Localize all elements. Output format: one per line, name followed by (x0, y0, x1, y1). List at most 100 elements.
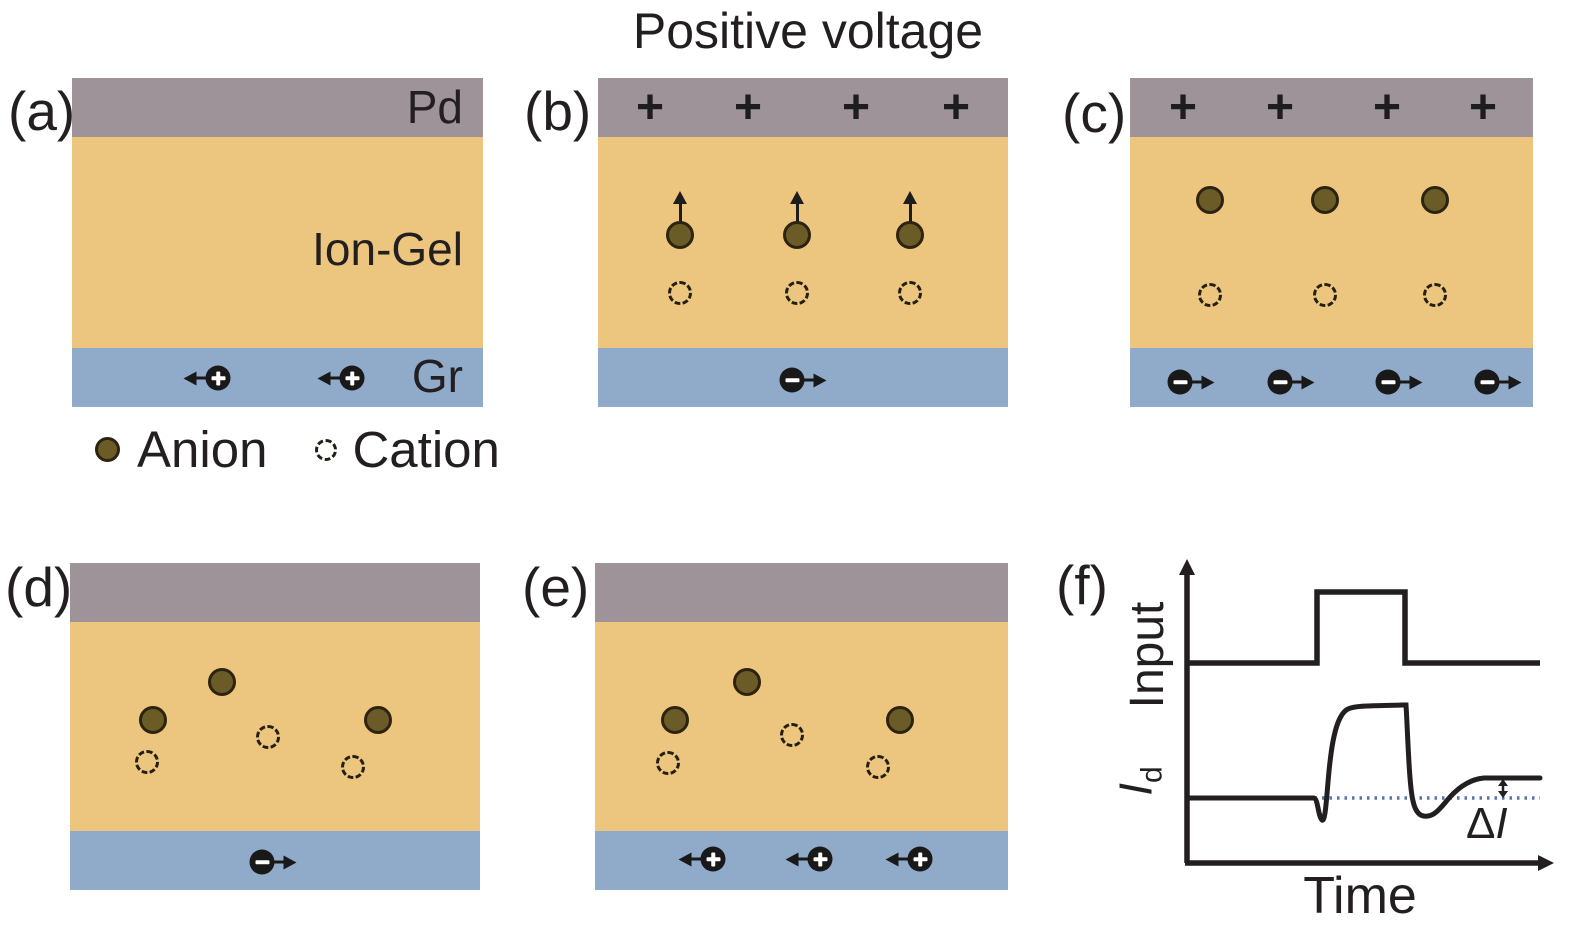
right-arrow-icon (813, 373, 827, 387)
y-axis-arrow-icon (1179, 559, 1195, 575)
cation-icon (1423, 283, 1447, 307)
cation-icon (1198, 283, 1222, 307)
panel-label-c: (c) (1062, 82, 1127, 144)
delta-symbol: Δ (1466, 799, 1496, 848)
plus-charge-icon: + (1265, 80, 1295, 134)
carrier-arrow-line (329, 376, 341, 380)
cation-icon (898, 281, 922, 305)
electron-carrier-icon (1267, 369, 1315, 395)
cation-icon (341, 755, 365, 779)
cation-icon (656, 751, 680, 775)
anion-icon (1421, 186, 1449, 214)
hole-carrier-icon (678, 846, 726, 872)
anion-icon (364, 706, 392, 734)
hole-carrier-icon (183, 365, 231, 391)
anion-icon (95, 437, 120, 462)
right-arrow-icon (1201, 375, 1215, 389)
cation-icon (315, 438, 338, 461)
y-axis-label-input: Input (1121, 601, 1174, 709)
panel-d (70, 563, 480, 890)
panel-b: + + + + (598, 78, 1008, 407)
up-arrow-line (795, 202, 799, 222)
delta-arrow-up-icon (1498, 779, 1508, 786)
cation-icon (1313, 283, 1337, 307)
delta-var: I (1495, 799, 1508, 848)
left-arrow-icon (183, 371, 197, 385)
plus-charge-icon: + (733, 80, 763, 134)
pd-electrode-layer: Pd (72, 78, 483, 137)
drain-current-trace (1184, 702, 1543, 823)
anion-icon (1311, 186, 1339, 214)
up-arrow-line (908, 202, 912, 222)
panel-e (595, 563, 1008, 890)
cation-icon (780, 723, 804, 747)
carrier-sign-bar (1273, 379, 1287, 385)
carrier-sign-bar (255, 859, 269, 865)
carrier-sign-bar (349, 371, 355, 385)
left-arrow-icon (885, 852, 899, 866)
carrier-sign-bar (785, 377, 799, 383)
id-subscript: d (1135, 766, 1169, 783)
carrier-arrow-line (195, 376, 207, 380)
right-arrow-icon (1301, 375, 1315, 389)
delta-i-label: ΔI (1466, 802, 1508, 846)
right-arrow-icon (1409, 375, 1423, 389)
anion-icon (208, 668, 236, 696)
anion-icon (886, 706, 914, 734)
plus-charge-icon: + (841, 80, 871, 134)
cation-icon (866, 755, 890, 779)
carrier-arrow-line (897, 857, 909, 861)
carrier-arrow-line (690, 857, 702, 861)
pd-layer-label: Pd (406, 81, 463, 133)
electron-carrier-icon (1474, 369, 1522, 395)
panel-a: Pd Ion-Gel Gr (72, 78, 483, 407)
legend-cation-label: Cation (352, 421, 500, 478)
plus-charge-icon: + (635, 80, 665, 134)
hole-carrier-icon (317, 365, 365, 391)
figure-title: Positive voltage (632, 3, 984, 59)
pd-electrode-layer: + + + + (598, 78, 1008, 137)
graphene-layer-label: Gr (411, 350, 463, 402)
pd-electrode-layer (70, 563, 480, 622)
carrier-arrow-line (797, 857, 809, 861)
hole-carrier-icon (785, 846, 833, 872)
input-voltage-trace (1187, 589, 1540, 666)
panel-label-f: (f) (1056, 554, 1108, 616)
carrier-sign-bar (1480, 379, 1494, 385)
cation-icon (785, 281, 809, 305)
id-symbol: I (1109, 782, 1162, 796)
plus-charge-icon: + (1168, 80, 1198, 134)
electron-carrier-icon (249, 849, 297, 875)
panel-label-d: (d) (5, 556, 73, 618)
anion-icon (783, 191, 811, 249)
anion-icon (661, 706, 689, 734)
y-axis-label-id: Id (1109, 766, 1169, 796)
carrier-sign-bar (1381, 379, 1395, 385)
pd-electrode-layer (595, 563, 1008, 622)
anion-icon (666, 191, 694, 249)
delta-arrow-down-icon (1498, 791, 1508, 798)
up-arrow-icon (673, 191, 687, 204)
x-axis-label-time: Time (1303, 867, 1417, 925)
right-arrow-icon (1508, 375, 1522, 389)
carrier-sign-bar (710, 852, 716, 866)
carrier-arrow-line (273, 860, 285, 864)
cation-icon (256, 725, 280, 749)
plus-charge-icon: + (1372, 80, 1402, 134)
carrier-arrow-line (1291, 380, 1303, 384)
left-arrow-icon (785, 852, 799, 866)
hole-carrier-icon (885, 846, 933, 872)
x-axis-arrow-icon (1538, 855, 1554, 871)
right-arrow-icon (283, 855, 297, 869)
panel-label-a: (a) (8, 80, 76, 142)
electron-carrier-icon (1167, 369, 1215, 395)
electron-carrier-icon (779, 367, 827, 393)
carrier-sign-bar (215, 371, 221, 385)
ion-gel-layer (595, 622, 1008, 831)
legend-anion-label: Anion (137, 421, 268, 478)
up-arrow-line (678, 202, 682, 222)
ion-gel-layer: Ion-Gel (72, 137, 483, 348)
panel-label-b: (b) (524, 80, 592, 142)
anion-icon (139, 706, 167, 734)
